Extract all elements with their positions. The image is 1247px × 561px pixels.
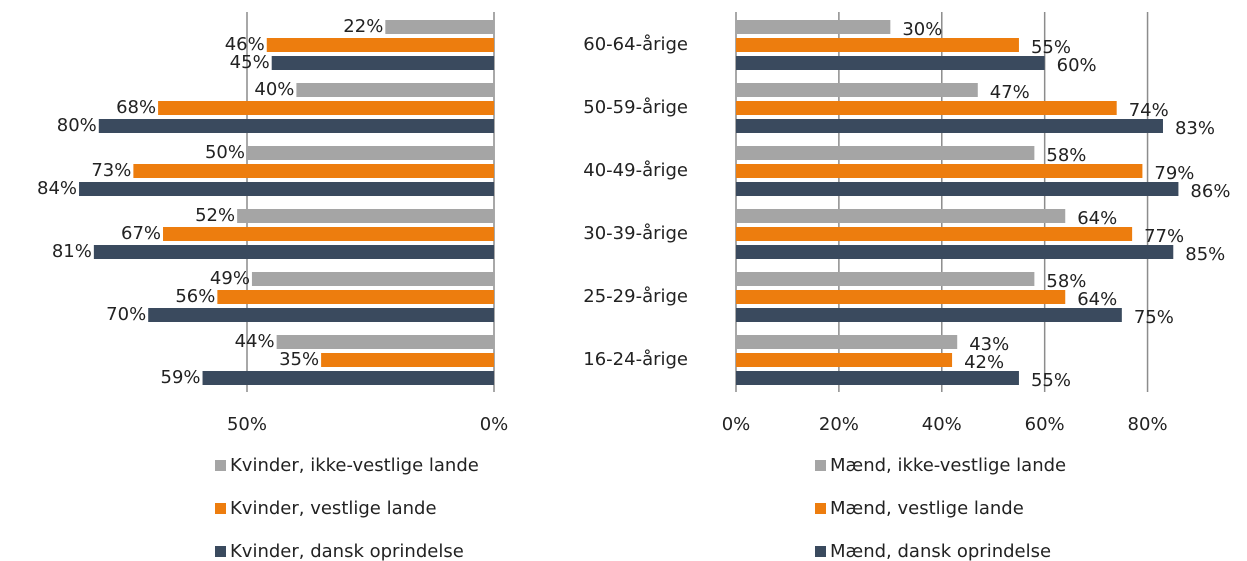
bar [98,119,495,133]
data-label: 22% [343,16,383,37]
legend-label: Kvinder, ikke-vestlige lande [230,455,479,476]
data-label: 49% [210,268,250,289]
legend-swatch [215,460,226,471]
data-label: 50% [205,142,245,163]
bar [237,209,494,223]
data-label: 75% [1134,307,1174,328]
bar [736,335,958,349]
data-label: 40% [254,79,294,100]
data-label: 47% [990,82,1030,103]
data-label: 77% [1144,226,1184,247]
bar [321,353,494,367]
data-label: 56% [175,286,215,307]
legend-label: Kvinder, dansk oprindelse [230,541,464,561]
category-label: 40-49-årige [583,160,688,181]
data-label: 81% [52,241,92,262]
bar [736,353,953,367]
bar [163,227,494,241]
data-label: 85% [1185,244,1225,265]
bar [736,119,1163,133]
bar [217,290,495,304]
bar [271,56,494,70]
bar [736,20,891,34]
bar [736,245,1174,259]
legend-swatch [215,503,226,514]
category-label: 25-29-årige [583,286,688,307]
data-label: 64% [1077,208,1117,229]
x-tick-label: 60% [1025,414,1065,435]
x-tick-label: 80% [1128,414,1168,435]
bar [158,101,494,115]
data-label: 58% [1046,271,1086,292]
data-label: 45% [230,52,270,73]
bar [736,164,1143,178]
data-label: 52% [195,205,235,226]
data-label: 74% [1129,100,1169,121]
bar [133,164,494,178]
legend-swatch [815,546,826,557]
bar [736,308,1122,322]
data-label: 68% [116,97,156,118]
legend-swatch [815,460,826,471]
bar [736,209,1066,223]
bar [93,245,495,259]
x-tick-label: 0% [480,414,509,435]
x-tick-label: 20% [819,414,859,435]
x-tick-label: 50% [227,414,267,435]
bar [736,272,1035,286]
bar [736,290,1066,304]
data-label: 60% [1057,55,1097,76]
bar [385,20,494,34]
data-label: 80% [57,115,97,136]
x-tick-label: 0% [722,414,751,435]
data-label: 70% [106,304,146,325]
bar [276,335,494,349]
data-label: 59% [161,367,201,388]
category-label: 30-39-årige [583,223,688,244]
data-label: 46% [225,34,265,55]
legend-label: Mænd, dansk oprindelse [830,541,1051,561]
bar [266,38,494,52]
data-label: 55% [1031,370,1071,391]
bar [296,83,494,97]
bar [736,101,1117,115]
data-label: 44% [235,331,275,352]
data-label: 58% [1046,145,1086,166]
bar [736,83,978,97]
data-label: 84% [37,178,77,199]
bar [736,227,1133,241]
bar [736,371,1019,385]
data-label: 73% [91,160,131,181]
legend-label: Mænd, ikke-vestlige lande [830,455,1066,476]
bar [736,56,1045,70]
data-label: 86% [1190,181,1230,202]
data-label: 35% [279,349,319,370]
category-label: 50-59-årige [583,97,688,118]
data-label: 67% [121,223,161,244]
x-tick-label: 40% [922,414,962,435]
data-label: 42% [964,352,1004,373]
legend-label: Kvinder, vestlige lande [230,498,437,519]
bar [251,272,494,286]
legend-swatch [215,546,226,557]
legend-label: Mænd, vestlige lande [830,498,1024,519]
category-label: 16-24-årige [583,349,688,370]
data-label: 55% [1031,37,1071,58]
bar [148,308,494,322]
bar [247,146,494,160]
data-label: 83% [1175,118,1215,139]
data-label: 43% [969,334,1009,355]
data-label: 64% [1077,289,1117,310]
bar [202,371,495,385]
legend-swatch [815,503,826,514]
bar [79,182,494,196]
data-label: 79% [1154,163,1194,184]
bar [736,146,1035,160]
bar [736,182,1179,196]
data-label: 30% [902,19,942,40]
category-label: 60-64-årige [583,34,688,55]
bar [736,38,1019,52]
